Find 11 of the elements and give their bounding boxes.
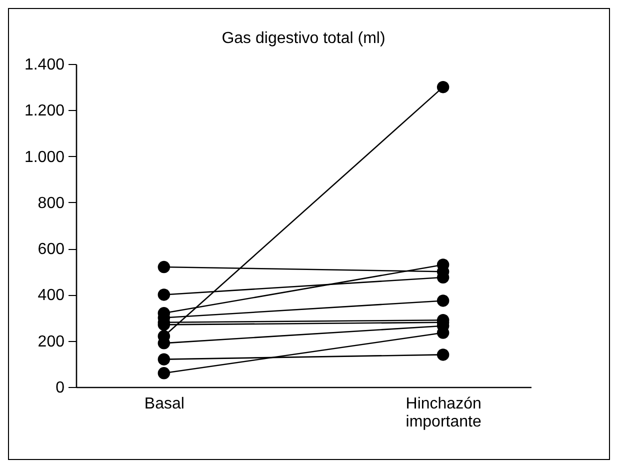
y-tick-label: 0 [56, 380, 65, 396]
y-tick-label: 800 [38, 194, 65, 212]
y-tick-label: 400 [38, 287, 65, 304]
y-tick-label: 1.000 [24, 148, 65, 166]
x-tick-label: Hinchazón importante [406, 396, 482, 430]
y-tick-label: 600 [38, 241, 65, 258]
x-tick-label: Basal [144, 396, 184, 412]
y-tick-label: 1.400 [24, 56, 65, 74]
chart-title: Gas digestivo total (ml) [222, 30, 386, 47]
y-tick-label: 200 [38, 333, 65, 350]
y-tick-label: 1.200 [24, 102, 65, 120]
